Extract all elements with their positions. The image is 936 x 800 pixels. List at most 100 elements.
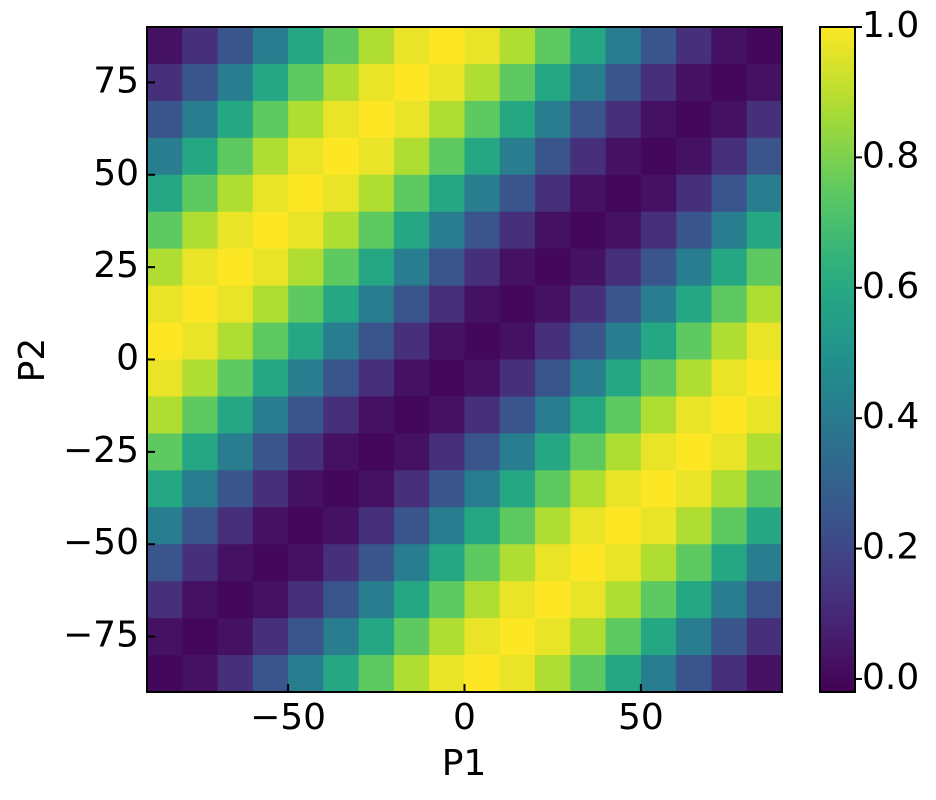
heatmap-cell	[323, 63, 360, 102]
heatmap-cell	[323, 470, 360, 508]
x-tick-label: −50	[250, 697, 326, 738]
heatmap-cell	[570, 359, 607, 397]
heatmap-cell	[499, 27, 536, 65]
heatmap-cell	[535, 322, 571, 360]
heatmap-cell	[323, 100, 360, 139]
x-axis-label: P1	[442, 743, 487, 784]
heatmap-cell	[464, 63, 501, 102]
heatmap-cell	[217, 100, 254, 139]
heatmap-cell	[570, 544, 607, 582]
heatmap-cell	[182, 544, 219, 582]
heatmap-cell	[676, 359, 712, 397]
heatmap-cell	[746, 655, 783, 693]
heatmap-cell	[711, 433, 748, 471]
heatmap-cell	[499, 618, 536, 656]
heatmap-cell	[711, 137, 748, 176]
heatmap-cell	[182, 359, 219, 397]
heatmap-cell	[147, 396, 183, 434]
heatmap-cell	[746, 248, 783, 287]
heatmap-cell	[393, 322, 430, 360]
heatmap-cell	[393, 433, 430, 471]
heatmap-cell	[182, 211, 219, 250]
heatmap-cell	[358, 655, 395, 693]
heatmap-cell	[711, 507, 748, 545]
heatmap-cell	[746, 507, 783, 545]
heatmap-cell	[393, 655, 430, 693]
heatmap-cell	[323, 359, 360, 397]
heatmap-cell	[358, 27, 395, 65]
heatmap-cell	[570, 137, 607, 176]
heatmap-cell	[288, 359, 324, 397]
heatmap-cell	[182, 507, 219, 545]
heatmap-cell	[429, 285, 465, 324]
heatmap-cell	[499, 211, 536, 250]
heatmap-cell	[252, 211, 289, 250]
heatmap-cell	[393, 63, 430, 102]
heatmap-cell	[358, 433, 395, 471]
heatmap-cell	[676, 618, 712, 656]
heatmap-cell	[711, 100, 748, 139]
heatmap-cell	[640, 655, 677, 693]
heatmap-cell	[640, 470, 677, 508]
heatmap-cell	[535, 100, 571, 139]
heatmap-cell	[217, 322, 254, 360]
heatmap-cell	[605, 63, 642, 102]
heatmap-cell	[676, 248, 712, 287]
heatmap-cell	[499, 285, 536, 324]
heatmap-cell	[605, 433, 642, 471]
heatmap-cell	[217, 285, 254, 324]
heatmap-cell	[711, 211, 748, 250]
heatmap-cell	[393, 396, 430, 434]
heatmap-cell	[640, 322, 677, 360]
heatmap-cell	[746, 100, 783, 139]
heatmap-cell	[429, 248, 465, 287]
heatmap-cell	[711, 655, 748, 693]
heatmap-cell	[393, 507, 430, 545]
heatmap-cell	[393, 174, 430, 213]
heatmap-cell	[323, 396, 360, 434]
heatmap-cell	[605, 396, 642, 434]
heatmap-cell	[535, 248, 571, 287]
heatmap-cell	[429, 63, 465, 102]
heatmap-cell	[288, 618, 324, 656]
heatmap-cell	[570, 507, 607, 545]
heatmap-cell	[217, 63, 254, 102]
heatmap-cell	[746, 359, 783, 397]
heatmap-cell	[605, 655, 642, 693]
heatmap-cell	[147, 27, 183, 65]
heatmap-cell	[429, 174, 465, 213]
heatmap-cell	[605, 100, 642, 139]
heatmap-cell	[182, 27, 219, 65]
heatmap-cell	[288, 174, 324, 213]
heatmap-cell	[535, 544, 571, 582]
heatmap-cell	[358, 248, 395, 287]
heatmap-cell	[605, 507, 642, 545]
heatmap-cell	[288, 211, 324, 250]
heatmap-cell	[570, 470, 607, 508]
heatmap-cell	[358, 544, 395, 582]
heatmap-cell	[464, 27, 501, 65]
heatmap-cell	[640, 248, 677, 287]
heatmap-cell	[323, 544, 360, 582]
heatmap-cell	[605, 359, 642, 397]
heatmap-cell	[147, 655, 183, 693]
heatmap-cell	[393, 470, 430, 508]
heatmap-cell	[535, 137, 571, 176]
heatmap-cell	[535, 396, 571, 434]
heatmap-cell	[676, 137, 712, 176]
heatmap-cell	[323, 27, 360, 65]
heatmap-cell	[464, 211, 501, 250]
heatmap-cell	[640, 544, 677, 582]
heatmap-cell	[393, 618, 430, 656]
heatmap-cell	[746, 322, 783, 360]
heatmap-cell	[182, 655, 219, 693]
heatmap-cell	[711, 285, 748, 324]
heatmap-cell	[746, 544, 783, 582]
heatmap-cell	[640, 137, 677, 176]
heatmap-cell	[711, 359, 748, 397]
heatmap-cell	[711, 27, 748, 65]
heatmap-cell	[358, 618, 395, 656]
heatmap-cell	[605, 285, 642, 324]
heatmap-cell	[570, 174, 607, 213]
heatmap-cell	[323, 618, 360, 656]
